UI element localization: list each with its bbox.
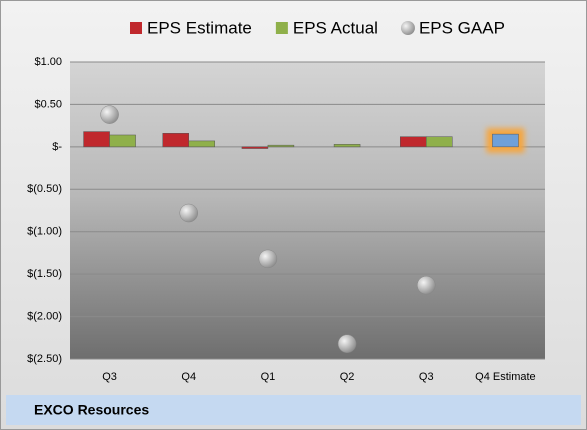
legend-swatch [130, 22, 142, 34]
x-tick-label: Q3 [419, 371, 434, 383]
y-tick-label: $(0.50) [27, 183, 62, 195]
y-tick-label: $(2.50) [27, 353, 62, 365]
bar [400, 136, 427, 148]
y-tick-label: $1.00 [34, 56, 62, 68]
gaap-dot [179, 203, 198, 223]
bar [333, 144, 361, 148]
bar [492, 133, 519, 148]
y-tick-label: $(2.00) [27, 310, 62, 322]
bar [426, 136, 453, 148]
y-tick-label: $(1.00) [27, 226, 62, 238]
x-tick-label: Q1 [261, 371, 276, 383]
bar [109, 134, 136, 148]
legend-label: EPS Estimate [147, 18, 252, 37]
y-tick-label: $(1.50) [27, 268, 62, 280]
x-tick-label: Q2 [340, 371, 355, 383]
footer-band [6, 395, 581, 425]
legend-label: EPS GAAP [419, 18, 505, 37]
chart-title: EXCO Resources [34, 402, 149, 418]
bar [267, 144, 295, 148]
bar [241, 146, 269, 149]
gaap-dot [337, 334, 357, 353]
gaap-dot [100, 105, 119, 124]
gaap-dot [417, 275, 436, 295]
x-tick-label: Q4 Estimate [475, 371, 536, 383]
plot-area [70, 62, 545, 359]
y-tick-label: $- [52, 141, 62, 153]
bar [188, 140, 215, 148]
legend-swatch [400, 21, 415, 35]
y-tick-label: $0.50 [34, 98, 62, 110]
legend-label: EPS Actual [293, 18, 378, 37]
bar [162, 133, 189, 148]
x-tick-label: Q4 [181, 371, 196, 383]
bar [83, 131, 110, 148]
gaap-dot [258, 249, 278, 269]
x-tick-label: Q3 [102, 371, 117, 383]
legend-swatch [275, 22, 288, 34]
